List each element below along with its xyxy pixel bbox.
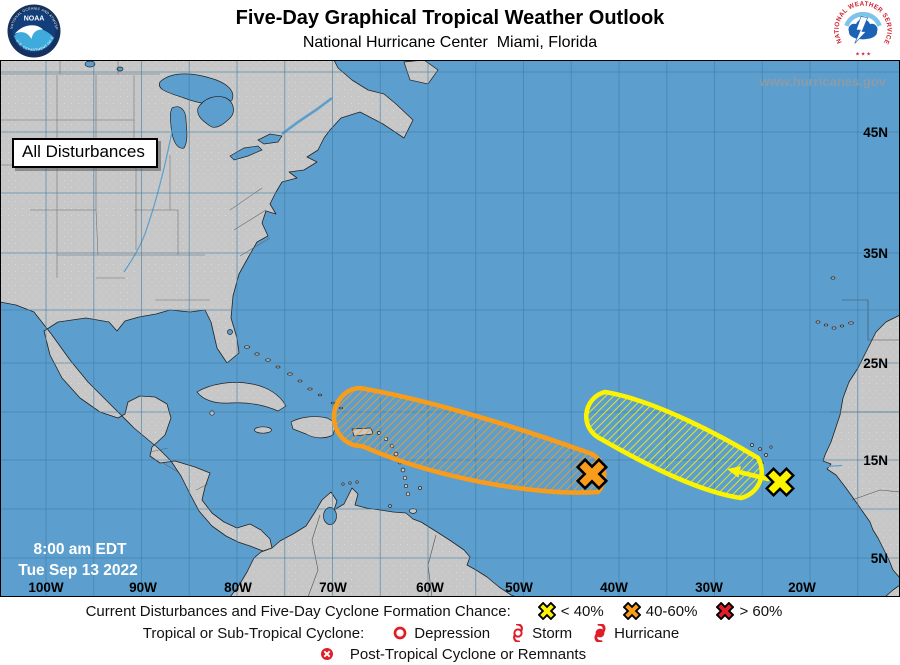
legend-item-low-chance: < 40% xyxy=(537,602,604,620)
svg-text:80W: 80W xyxy=(224,580,252,595)
svg-text:40W: 40W xyxy=(600,580,628,595)
legend-item-storm: Storm xyxy=(509,624,572,642)
svg-text:100W: 100W xyxy=(28,580,64,595)
nws-logo-icon: NATIONAL WEATHER SERVICE ★ ★ ★ xyxy=(834,1,892,64)
svg-text:NOAA: NOAA xyxy=(24,16,45,23)
formation-chance-label: Current Disturbances and Five-Day Cyclon… xyxy=(85,602,511,620)
disturbance-area-yellow[interactable] xyxy=(583,389,801,503)
svg-text:5N: 5N xyxy=(871,551,888,566)
svg-text:8:00 am EDT: 8:00 am EDT xyxy=(33,541,127,558)
legend-post-tropical-line: Post-Tropical Cyclone or Remnants xyxy=(2,644,900,664)
legend-item-high-chance: > 60% xyxy=(716,602,782,620)
legend-item-hurricane: Hurricane xyxy=(591,624,679,642)
svg-text:★ ★ ★: ★ ★ ★ xyxy=(855,51,871,57)
svg-text:70W: 70W xyxy=(319,580,347,595)
outlook-map: www.hurricanes.gov 45N 35N 25N 15N 5N 10… xyxy=(0,59,900,598)
legend-item-medium-chance: 40-60% xyxy=(622,602,697,620)
low-chance-x-icon xyxy=(537,602,556,620)
svg-text:25N: 25N xyxy=(863,356,888,371)
svg-text:20W: 20W xyxy=(788,580,816,595)
svg-text:90W: 90W xyxy=(129,580,157,595)
svg-text:15N: 15N xyxy=(863,453,888,468)
legend-item-post-tropical: Post-Tropical Cyclone or Remnants xyxy=(318,645,586,663)
svg-text:45N: 45N xyxy=(863,125,888,140)
svg-text:30W: 30W xyxy=(695,580,723,595)
svg-text:35N: 35N xyxy=(863,246,888,261)
hurricane-icon xyxy=(594,624,606,642)
page-subtitle: National Hurricane Center Miami, Florida xyxy=(302,34,598,51)
legend-formation-line: Current Disturbances and Five-Day Cyclon… xyxy=(0,600,884,622)
bahamas xyxy=(244,345,343,410)
eastern-atlantic-islands xyxy=(750,276,854,465)
island-cuba xyxy=(196,382,287,412)
noaa-logo-icon: NATIONAL OCEANIC AND ATMOSPHERIC ADMINIS… xyxy=(5,0,61,64)
watermark: www.hurricanes.gov xyxy=(758,74,886,89)
mode-label: All Disturbances xyxy=(12,138,158,168)
header: NATIONAL OCEANIC AND ATMOSPHERIC ADMINIS… xyxy=(0,0,900,60)
medium-chance-x-icon xyxy=(622,602,641,620)
lat-lon-gridlines xyxy=(0,60,900,597)
cyclone-type-label: Tropical or Sub-Tropical Cyclone: xyxy=(142,624,365,642)
storm-icon xyxy=(513,624,524,642)
motion-arrow xyxy=(727,466,771,482)
great-lakes xyxy=(84,60,333,335)
lake-maracaibo xyxy=(323,507,337,525)
high-chance-x-icon xyxy=(716,602,735,620)
island-jamaica xyxy=(254,426,272,434)
landmass-africa xyxy=(822,314,900,598)
svg-text:50W: 50W xyxy=(505,580,533,595)
disturbance-area-orange[interactable] xyxy=(331,385,615,497)
longitude-labels: 100W 90W 80W 70W 60W 50W 40W 30W 20W xyxy=(28,580,816,595)
svg-text:Tue Sep 13 2022: Tue Sep 13 2022 xyxy=(18,562,137,579)
post-tropical-icon xyxy=(320,648,333,660)
issuance-timestamp: 8:00 am EDT Tue Sep 13 2022 xyxy=(18,541,137,579)
svg-text:60W: 60W xyxy=(416,580,444,595)
page-title: Five-Day Graphical Tropical Weather Outl… xyxy=(235,7,665,29)
legend-item-depression: Depression xyxy=(391,624,490,642)
depression-icon xyxy=(393,626,407,640)
latitude-labels: 45N 35N 25N 15N 5N xyxy=(863,125,888,566)
legend-cyclone-line: Tropical or Sub-Tropical Cyclone: Depres… xyxy=(0,622,861,644)
legend: Current Disturbances and Five-Day Cyclon… xyxy=(0,597,900,665)
